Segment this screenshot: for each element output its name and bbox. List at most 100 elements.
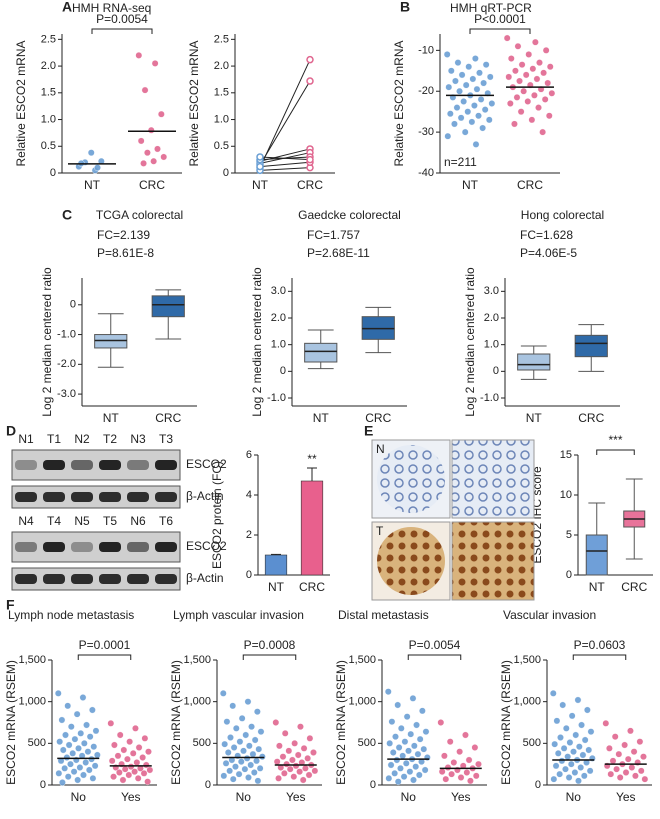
blot-band — [43, 460, 65, 470]
dot — [637, 767, 645, 775]
lane-label: N2 — [74, 432, 90, 446]
y-tick-label: 10 — [560, 489, 572, 501]
blot-membrane — [11, 531, 181, 563]
y-tick-label: 500 — [28, 737, 46, 749]
dot — [562, 765, 569, 773]
dot — [522, 71, 530, 79]
blot-band — [99, 542, 121, 552]
dot — [279, 753, 287, 761]
ihc-core — [377, 527, 445, 595]
lane-label: T5 — [103, 514, 117, 528]
dot — [243, 754, 251, 762]
dot — [119, 776, 127, 784]
dot — [405, 747, 412, 755]
panel-letter: E — [364, 423, 373, 439]
x-tick-label: CRC — [297, 178, 323, 192]
x-tick-label: CRC — [299, 580, 325, 594]
lane-label: N4 — [18, 514, 34, 528]
bar — [300, 480, 324, 576]
band-label: β-Actin — [186, 489, 224, 503]
y-tick-label: 1.5 — [41, 87, 56, 99]
dot — [479, 124, 487, 132]
y-tick-label: 1,500 — [513, 654, 541, 666]
dot — [110, 773, 117, 781]
dot — [559, 701, 567, 709]
dot — [465, 756, 473, 764]
dot — [58, 716, 66, 724]
dot — [544, 79, 552, 87]
ihc-core — [377, 445, 445, 513]
dot — [245, 742, 253, 750]
dot — [304, 754, 312, 762]
dot — [415, 771, 423, 779]
dot — [145, 748, 152, 756]
dot — [516, 77, 523, 85]
dot — [140, 769, 148, 777]
dot — [437, 719, 445, 726]
dot — [403, 713, 411, 721]
dot — [401, 738, 409, 746]
dot — [129, 749, 137, 757]
x-tick-label: No — [566, 790, 582, 804]
dot — [59, 779, 66, 786]
y-tick-label: 0 — [280, 365, 286, 377]
dot — [528, 116, 536, 124]
y-axis-label: ESCO2 mRNA (RSEM) — [334, 660, 348, 785]
blot-band — [155, 574, 177, 584]
dot — [127, 763, 135, 771]
y-tick-label: -40 — [418, 167, 434, 179]
dot — [238, 714, 246, 722]
dot — [387, 761, 395, 769]
blot-band — [127, 542, 149, 552]
dot — [67, 760, 74, 768]
dot — [450, 759, 458, 766]
dot — [296, 768, 304, 776]
x-tick-label: CRC — [578, 411, 604, 425]
dot — [395, 744, 403, 751]
dot — [306, 77, 314, 85]
y-tick-label: 2.0 — [214, 60, 229, 72]
dot — [310, 749, 317, 756]
dot — [556, 770, 564, 778]
dot — [88, 755, 95, 763]
dot — [412, 763, 420, 771]
dot — [132, 724, 139, 732]
dot — [535, 104, 542, 111]
dot — [518, 61, 526, 69]
dot — [114, 752, 122, 760]
dot — [297, 723, 304, 731]
dot — [394, 701, 402, 709]
dot — [628, 764, 636, 771]
dot — [150, 157, 158, 165]
dot — [272, 719, 280, 726]
dot — [602, 719, 610, 727]
blot-membrane — [11, 567, 181, 591]
dot — [520, 87, 528, 95]
dot — [454, 59, 462, 67]
dot — [305, 771, 313, 779]
y-tick-label: 0 — [50, 167, 56, 179]
dot — [512, 67, 519, 75]
dot — [133, 759, 141, 766]
y-tick-label: 2 — [246, 529, 252, 541]
dot — [224, 749, 232, 756]
y-axis-label: ESCO2 protein (FC) — [210, 461, 224, 569]
dot — [392, 733, 399, 741]
dot — [542, 46, 550, 54]
blot-band — [71, 460, 93, 470]
x-tick-label: No — [71, 790, 87, 804]
x-tick-label: No — [236, 790, 252, 804]
dot — [141, 86, 149, 94]
y-tick-label: 0 — [223, 167, 229, 179]
dot — [147, 126, 155, 134]
dot — [456, 87, 463, 95]
dot — [536, 59, 543, 67]
y-tick-label: -3.0 — [57, 388, 76, 400]
y-tick-label: 0 — [40, 779, 46, 791]
y-tick-label: 0 — [205, 779, 211, 791]
dot — [61, 764, 69, 772]
dot — [457, 114, 465, 122]
x-tick-label: NT — [103, 411, 120, 425]
dot — [442, 775, 450, 783]
